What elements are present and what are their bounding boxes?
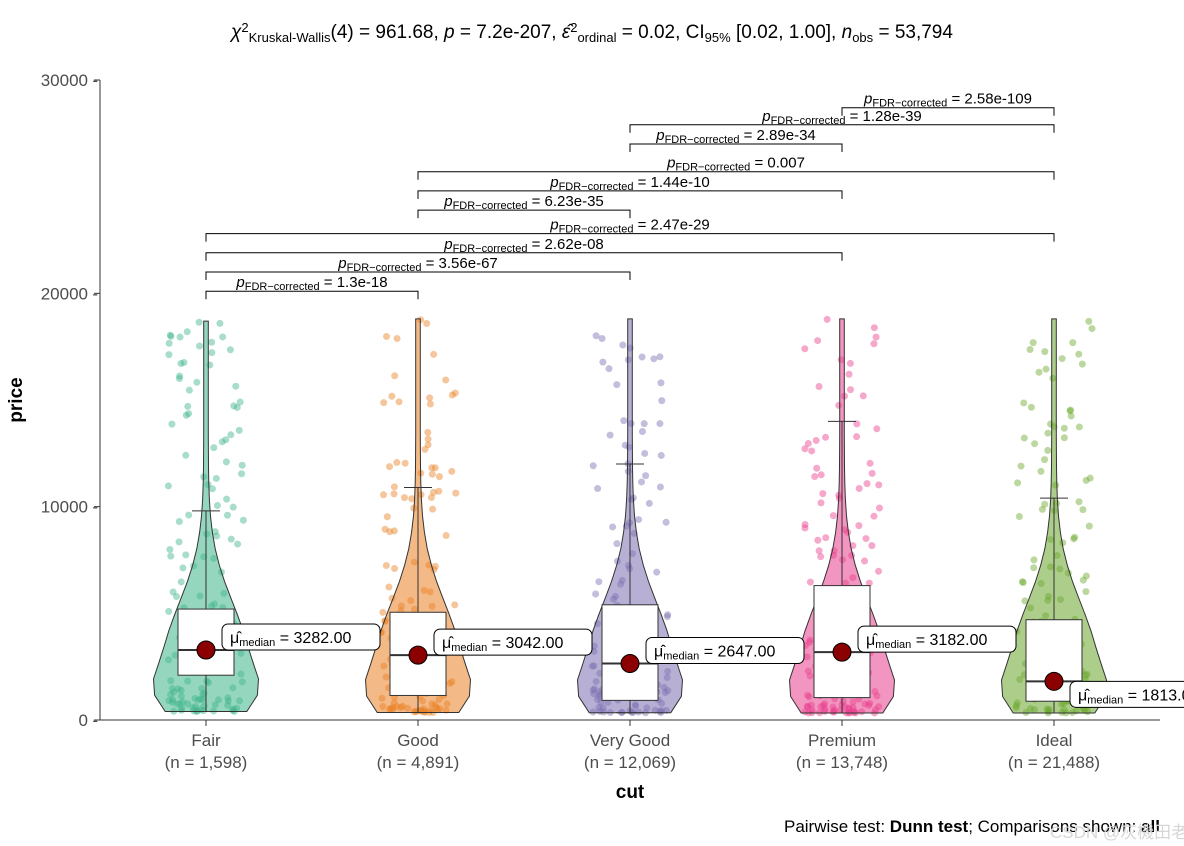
bracket-pvalue: pFDR−corrected = 1.44e-10 <box>549 174 710 193</box>
y-axis-label: price <box>6 377 27 422</box>
svg-text:-: - <box>92 284 98 303</box>
category-premium: Premium (n = 13,748) <box>790 316 895 772</box>
x-axis-label: cut <box>616 782 645 803</box>
bracket-pvalue: pFDR−corrected = 2.89e-34 <box>655 127 816 146</box>
median-point <box>1045 672 1063 690</box>
category-label: Premium <box>808 731 876 750</box>
bracket-pvalue: pFDR−corrected = 2.58e-109 <box>863 91 1032 110</box>
category-fair: Fair (n = 1,598) <box>154 319 259 772</box>
bracket-pvalue: pFDR−corrected = 3.56e-67 <box>337 255 498 274</box>
category-n: (n = 13,748) <box>796 753 888 772</box>
category-n: (n = 21,488) <box>1008 753 1100 772</box>
bracket-pvalue: pFDR−corrected = 0.007 <box>666 155 805 174</box>
category-label: Very Good <box>590 731 670 750</box>
bracket-pvalue: pFDR−corrected = 2.47e-29 <box>549 217 710 236</box>
median-point <box>409 646 427 664</box>
category-label: Ideal <box>1036 731 1073 750</box>
median-point <box>621 655 639 673</box>
category-label: Fair <box>191 731 221 750</box>
bracket-pvalue: pFDR−corrected = 6.23e-35 <box>443 193 604 212</box>
category-good: Good (n = 4,891) <box>366 316 471 772</box>
category-n: (n = 4,891) <box>377 753 460 772</box>
significance-brackets: pFDR−corrected = 1.3e-18pFDR−corrected =… <box>206 91 1054 299</box>
ytick-label: 0 <box>79 711 88 730</box>
median-point <box>833 643 851 661</box>
svg-text:-: - <box>92 71 98 90</box>
categories: Fair (n = 1,598) Good (n = 4,891) Very Good (… <box>154 316 1107 772</box>
median-point <box>197 641 215 659</box>
chart-container: χ2Kruskal-Wallis(4) = 961.68, p = 7.2e-2… <box>0 0 1184 846</box>
watermark: CSDN @灰機田老師 <box>1050 823 1184 842</box>
ytick-label: 30000 <box>41 71 88 90</box>
stats-title: χ2Kruskal-Wallis(4) = 961.68, p = 7.2e-2… <box>229 20 953 45</box>
bracket-pvalue: pFDR−corrected = 1.3e-18 <box>235 274 387 293</box>
category-n: (n = 12,069) <box>584 753 676 772</box>
ytick-label: 20000 <box>41 284 88 303</box>
category-n: (n = 1,598) <box>165 753 248 772</box>
category-very-good: Very Good (n = 12,069) <box>578 319 683 772</box>
ytick-label: 10000 <box>41 498 88 517</box>
chart-svg: χ2Kruskal-Wallis(4) = 961.68, p = 7.2e-2… <box>0 0 1184 846</box>
svg-text:-: - <box>92 711 98 730</box>
bracket-pvalue: pFDR−corrected = 2.62e-08 <box>443 236 604 255</box>
category-label: Good <box>397 731 439 750</box>
svg-text:-: - <box>92 498 98 517</box>
